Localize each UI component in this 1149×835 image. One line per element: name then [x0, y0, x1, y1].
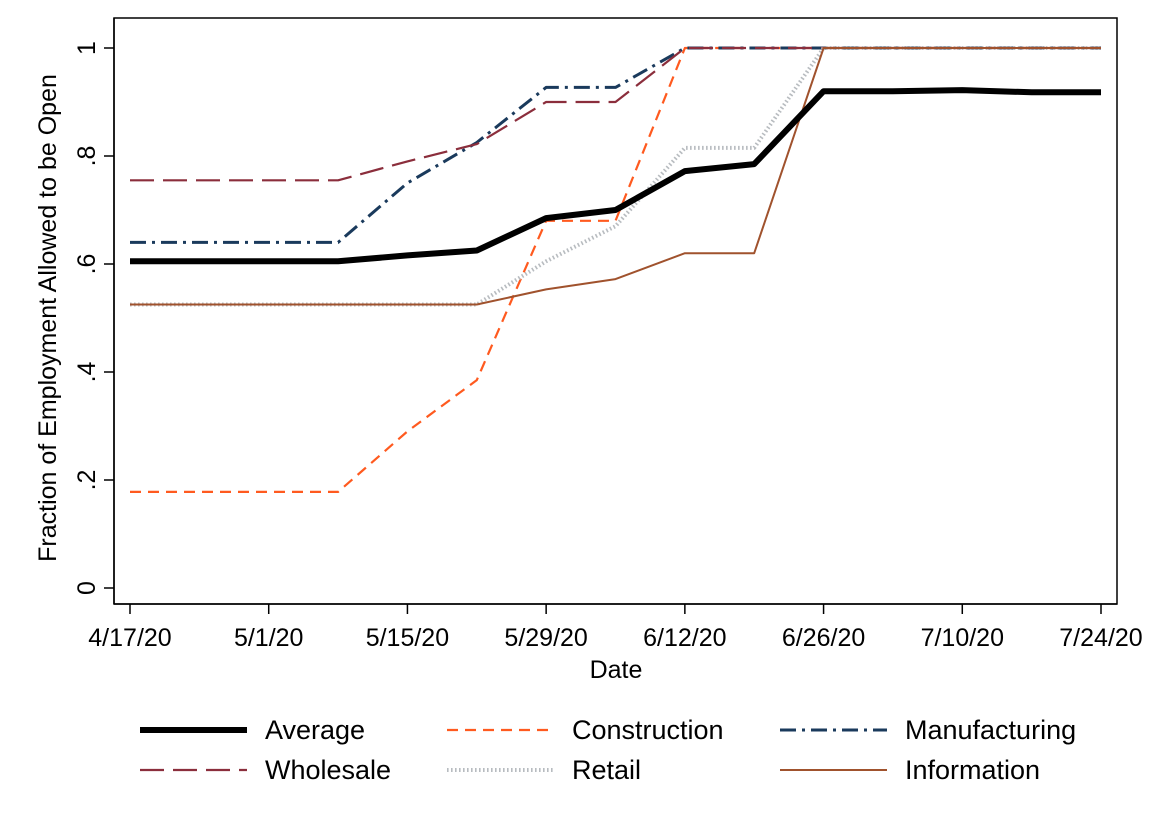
y-tick-label: 1 — [73, 41, 101, 55]
y-axis-ticks: 0 .2 .4 .6 .8 1 — [73, 41, 114, 595]
x-tick-label: 7/10/20 — [921, 624, 1004, 652]
x-tick-label: 6/12/20 — [643, 624, 726, 652]
x-tick-label: 4/17/20 — [88, 624, 171, 652]
series-line-manufacturing — [130, 46, 1101, 244]
y-tick-label: .4 — [73, 361, 101, 382]
x-tick-label: 7/24/20 — [1059, 624, 1142, 652]
x-axis-ticks: 4/17/20 5/1/20 5/15/20 5/29/20 6/12/20 6/26/2… — [88, 604, 1143, 652]
y-tick-label: .6 — [73, 254, 101, 275]
y-tick-label: .8 — [73, 146, 101, 167]
series-line-information — [130, 47, 1101, 306]
y-tick-label: .2 — [73, 470, 101, 491]
series-line-average — [130, 87, 1101, 265]
x-tick-label: 5/15/20 — [366, 624, 449, 652]
series-line-wholesale — [130, 46, 1101, 182]
legend-label-average: Average — [265, 715, 365, 745]
legend: Average Construction Manufacturing Wholesal… — [140, 715, 1076, 785]
y-axis-title: Fraction of Employment Allowed to be Ope… — [34, 74, 62, 562]
y-tick-label: 0 — [73, 581, 101, 595]
legend-label-wholesale: Wholesale — [265, 755, 391, 785]
series-line-construction — [130, 46, 1101, 493]
x-axis-title: Date — [590, 656, 643, 684]
legend-label-manufacturing: Manufacturing — [905, 715, 1076, 745]
x-tick-label: 5/1/20 — [234, 624, 304, 652]
legend-label-retail: Retail — [572, 755, 641, 785]
legend-label-information: Information — [905, 755, 1040, 785]
x-tick-label: 5/29/20 — [504, 624, 587, 652]
legend-label-construction: Construction — [572, 715, 724, 745]
plot-frame — [113, 17, 1118, 605]
series-layer — [130, 46, 1101, 493]
x-tick-label: 6/26/20 — [782, 624, 865, 652]
